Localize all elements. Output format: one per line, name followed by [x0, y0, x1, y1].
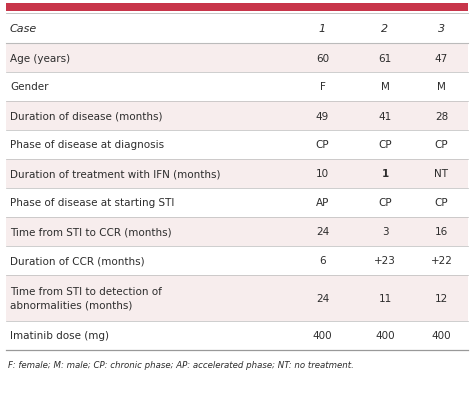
Bar [6, 44, 468, 73]
Text: 3: 3 [382, 227, 388, 237]
Text: abnormalities (months): abnormalities (months) [10, 300, 132, 310]
Text: 2: 2 [382, 24, 389, 34]
Text: 61: 61 [378, 53, 392, 63]
Bar [6, 73, 468, 102]
Bar [6, 188, 468, 217]
Text: Duration of disease (months): Duration of disease (months) [10, 111, 163, 121]
Text: M: M [437, 82, 446, 92]
Text: Age (years): Age (years) [10, 53, 70, 63]
Bar [6, 102, 468, 131]
Text: 6: 6 [319, 256, 326, 266]
Text: Imatinib dose (mg): Imatinib dose (mg) [10, 331, 109, 341]
Bar [6, 275, 468, 321]
Text: F: F [319, 82, 326, 92]
Text: Phase of disease at diagnosis: Phase of disease at diagnosis [10, 140, 164, 150]
Text: 16: 16 [435, 227, 448, 237]
Text: +22: +22 [430, 256, 453, 266]
Text: M: M [381, 82, 390, 92]
Text: +23: +23 [374, 256, 396, 266]
Text: Case: Case [10, 24, 37, 34]
Text: 12: 12 [435, 293, 448, 303]
Text: Duration of treatment with IFN (months): Duration of treatment with IFN (months) [10, 169, 220, 179]
Text: NT: NT [435, 169, 448, 179]
Bar [6, 321, 468, 350]
Bar [6, 246, 468, 275]
Text: 24: 24 [316, 227, 329, 237]
Text: 47: 47 [435, 53, 448, 63]
Bar [6, 4, 468, 12]
Text: 400: 400 [432, 331, 451, 341]
Text: 400: 400 [313, 331, 332, 341]
Text: CP: CP [435, 198, 448, 208]
Bar [6, 160, 468, 188]
Text: 1: 1 [319, 24, 326, 34]
Text: Duration of CCR (months): Duration of CCR (months) [10, 256, 145, 266]
Text: 28: 28 [435, 111, 448, 121]
Text: Time from STI to CCR (months): Time from STI to CCR (months) [10, 227, 172, 237]
Text: 24: 24 [316, 293, 329, 303]
Bar [6, 131, 468, 160]
Text: Phase of disease at starting STI: Phase of disease at starting STI [10, 198, 174, 208]
Text: 10: 10 [316, 169, 329, 179]
Text: 60: 60 [316, 53, 329, 63]
Text: 1: 1 [382, 169, 389, 179]
Text: CP: CP [435, 140, 448, 150]
Text: F: female; M: male; CP: chronic phase; AP: accelerated phase; NT: no treatment.: F: female; M: male; CP: chronic phase; A… [8, 360, 354, 369]
Text: 49: 49 [316, 111, 329, 121]
Text: Gender: Gender [10, 82, 48, 92]
Text: AP: AP [316, 198, 329, 208]
Text: 400: 400 [375, 331, 395, 341]
Text: 41: 41 [378, 111, 392, 121]
Text: CP: CP [378, 198, 392, 208]
Text: 11: 11 [378, 293, 392, 303]
Text: CP: CP [316, 140, 329, 150]
Text: 3: 3 [438, 24, 445, 34]
Bar [6, 217, 468, 246]
Text: CP: CP [378, 140, 392, 150]
Text: Time from STI to detection of: Time from STI to detection of [10, 287, 162, 297]
